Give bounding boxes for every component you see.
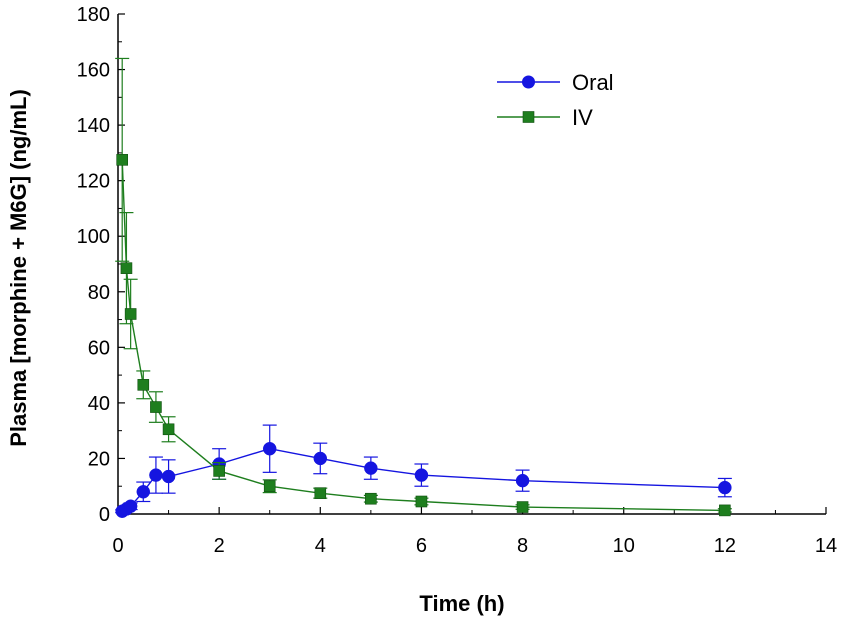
x-tick-label: 2 [214,535,225,557]
series-layer [115,57,732,518]
x-tick-label: 4 [315,535,326,557]
y-tick-label: 40 [88,393,110,415]
y-tick-label: 80 [88,282,110,304]
oral-data-point [515,473,530,488]
x-tick-label: 6 [416,535,427,557]
y-tick-label: 20 [88,448,110,470]
y-tick-label: 60 [88,337,110,359]
iv-data-point [137,379,150,391]
y-tick-label: 100 [77,226,110,248]
oral-data-point [313,451,328,466]
x-tick-label: 0 [112,535,123,557]
x-axis-title: Time (h) [419,591,504,616]
iv-data-point [314,487,327,499]
series-iv [115,57,732,517]
x-tick-label: 12 [714,535,736,557]
iv-data-point [263,480,276,493]
y-tick-label: 140 [77,115,110,137]
iv-data-point [365,492,377,505]
legend-item-oral: Oral [497,70,614,95]
x-tick-label: 8 [517,535,528,557]
y-tick-label: 180 [77,4,110,26]
oral-data-point [161,469,176,484]
iv-data-point [150,401,162,413]
y-tick-label: 0 [99,504,110,526]
oral-data-point [718,480,732,495]
iv-data-point [124,308,137,320]
legend: Oral IV [497,70,614,130]
iv-data-point [516,501,529,513]
iv-data-point [213,465,225,477]
legend-marker-oral [522,75,535,89]
oral-data-point [262,441,277,456]
iv-data-point [162,423,175,436]
iv-data-point [116,154,128,166]
iv-data-point [719,504,731,517]
iv-data-point [415,495,428,508]
legend-label-oral: Oral [572,70,614,95]
axes: 0 20 40 60 80 100 120 140 160 180 0 2 4 6 8 10 12 14 [77,4,838,557]
iv-series-line [121,159,725,512]
oral-data-point [149,468,163,482]
legend-marker-iv [522,111,535,123]
x-tick-label: 10 [613,535,635,557]
legend-label-iv: IV [572,105,593,130]
y-axis-title: Plasma [morphine + M6G] (ng/mL) [6,89,31,447]
oral-data-point [136,485,151,499]
x-tick-label: 14 [815,535,837,557]
y-tick-label: 120 [77,171,110,193]
y-tick-label: 160 [77,60,110,82]
oral-data-point [123,499,138,513]
oral-data-point [414,468,429,482]
iv-data-point [120,262,133,274]
legend-item-iv: IV [497,105,593,130]
oral-data-point [364,461,378,475]
